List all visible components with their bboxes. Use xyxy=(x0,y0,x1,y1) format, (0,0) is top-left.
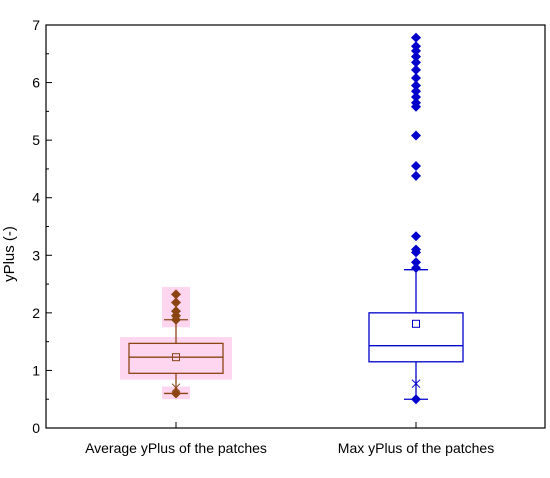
y-axis-label: yPlus (-) xyxy=(1,226,18,282)
iqr-box xyxy=(128,342,224,374)
outlier-point xyxy=(171,314,181,325)
outlier-point xyxy=(411,170,421,181)
outlier-point xyxy=(411,86,421,97)
outlier-point xyxy=(411,257,421,268)
outlier-point xyxy=(411,101,421,112)
y-tick-label: 7 xyxy=(32,17,40,33)
axes: 0 1 2 3 4 5 6 7 Average yPlus of the patches Max … xyxy=(32,17,546,456)
y-tick-label: 2 xyxy=(32,305,40,321)
y-tick-label: 5 xyxy=(32,132,40,148)
iqr-box xyxy=(368,312,464,363)
outlier-point xyxy=(411,32,421,43)
boxes xyxy=(120,32,464,405)
x-tick-label: Max yPlus of the patches xyxy=(338,440,494,456)
outlier-point xyxy=(411,45,421,56)
y-tick-label: 6 xyxy=(32,75,40,91)
box-series xyxy=(368,32,464,405)
outlier-point xyxy=(411,64,421,75)
x-tick-label: Average yPlus of the patches xyxy=(85,440,267,456)
outlier-point xyxy=(411,51,421,62)
outlier-point xyxy=(171,297,181,308)
min-marker xyxy=(411,379,421,389)
outlier-point xyxy=(411,80,421,91)
box-series xyxy=(120,286,232,400)
outlier-point xyxy=(411,247,421,258)
outlier-point xyxy=(411,130,421,141)
outlier-point xyxy=(411,57,421,68)
y-tick-label: 3 xyxy=(32,247,40,263)
outlier-point xyxy=(411,231,421,242)
outlier-point xyxy=(171,388,181,399)
outlier-point xyxy=(411,394,421,405)
min-marker xyxy=(171,383,181,393)
y-tick-label: 0 xyxy=(32,420,40,436)
outlier-point xyxy=(411,91,421,102)
outlier-point xyxy=(171,289,181,300)
mean-marker xyxy=(172,353,180,362)
box-highlight xyxy=(120,337,232,380)
y-tick-label: 4 xyxy=(32,190,40,206)
mean-marker xyxy=(412,319,420,328)
outlier-point xyxy=(411,262,421,273)
y-tick-label: 1 xyxy=(32,362,40,378)
outlier-point xyxy=(411,72,421,83)
outlier-point xyxy=(411,161,421,172)
